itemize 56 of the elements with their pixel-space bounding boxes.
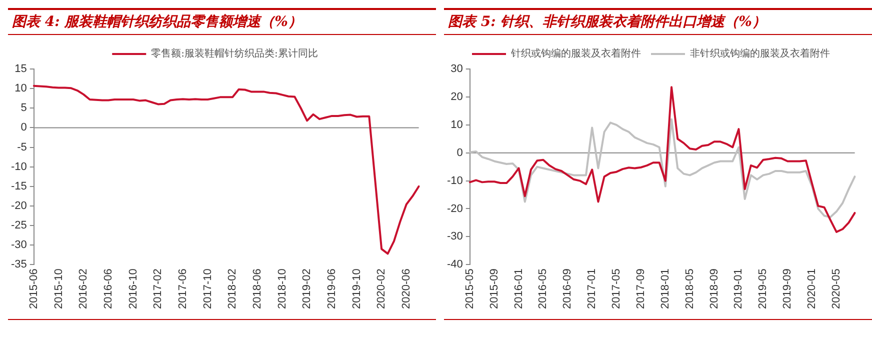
legend-label: 零售额:服装鞋帽针纺织品类:累计同比 — [151, 48, 318, 60]
x-tick-label: 2020-05 — [830, 268, 843, 310]
x-tick-label: 2015-06 — [28, 268, 40, 310]
x-tick-label: 2015-10 — [52, 268, 65, 310]
x-tick-label: 2018-09 — [708, 268, 720, 310]
y-tick-label: -20 — [446, 202, 463, 215]
x-tick-label: 2016-10 — [127, 268, 140, 310]
x-tick-label: 2017-09 — [634, 268, 647, 310]
x-tick-label: 2019-05 — [757, 268, 770, 310]
y-tick-label: 0 — [20, 122, 27, 134]
legend-label: 非针织或钩编的服装及衣着附件 — [690, 48, 830, 60]
x-tick-label: 2019-02 — [301, 268, 314, 310]
y-tick-label: -10 — [446, 174, 463, 187]
x-tick-label: 2017-06 — [176, 268, 189, 310]
y-tick-label: 10 — [14, 82, 27, 95]
x-tick-label: 2018-05 — [684, 268, 696, 310]
y-tick-label: -30 — [446, 230, 463, 243]
x-tick-label: 2015-05 — [464, 268, 476, 310]
y-tick-label: 10 — [450, 118, 463, 131]
y-tick-label: 5 — [20, 102, 27, 114]
x-tick-label: 2019-06 — [326, 268, 338, 310]
x-tick-label: 2018-01 — [659, 268, 672, 310]
x-tick-label: 2018-02 — [226, 268, 239, 310]
x-tick-label: 2017-02 — [152, 268, 164, 310]
y-tick-label: 20 — [450, 90, 463, 103]
x-tick-label: 2019-01 — [732, 268, 745, 310]
x-tick-label: 2019-09 — [782, 268, 794, 310]
x-tick-label: 2019-10 — [350, 268, 363, 310]
x-tick-label: 2016-01 — [512, 268, 525, 310]
y-tick-label: 30 — [450, 63, 463, 76]
chart-title: 图表 5: 针织、非针织服装衣着附件出口增速（%） — [444, 8, 872, 35]
y-tick-label: -30 — [10, 239, 27, 252]
x-tick-label: 2016-05 — [537, 268, 550, 310]
x-tick-label: 2016-09 — [562, 268, 574, 310]
legend-label: 针织或钩编的服装及衣着附件 — [510, 48, 641, 60]
x-tick-label: 2018-10 — [276, 268, 288, 310]
chart-title: 图表 4: 服装鞋帽针织纺织品零售额增速（%） — [8, 8, 436, 35]
y-tick-label: 0 — [456, 146, 463, 159]
x-tick-label: 2018-06 — [251, 268, 264, 310]
x-tick-label: 2016-06 — [102, 268, 114, 310]
y-tick-label: -20 — [10, 200, 27, 212]
y-tick-label: -10 — [10, 160, 27, 173]
y-tick-label: -25 — [10, 220, 27, 232]
x-tick-label: 2017-10 — [202, 268, 214, 310]
x-tick-label: 2017-01 — [586, 268, 598, 310]
x-tick-label: 2017-05 — [610, 268, 623, 310]
y-tick-label: -35 — [10, 258, 27, 271]
y-tick-label: -15 — [10, 180, 27, 192]
x-tick-label: 2016-02 — [78, 268, 90, 310]
x-tick-label: 2015-09 — [488, 268, 500, 310]
y-tick-label: -5 — [17, 141, 27, 154]
x-tick-label: 2020-02 — [376, 268, 388, 310]
x-tick-label: 2020-01 — [806, 268, 818, 310]
y-tick-label: 15 — [14, 63, 27, 76]
y-tick-label: -40 — [446, 258, 463, 271]
x-tick-label: 2020-06 — [400, 268, 412, 310]
